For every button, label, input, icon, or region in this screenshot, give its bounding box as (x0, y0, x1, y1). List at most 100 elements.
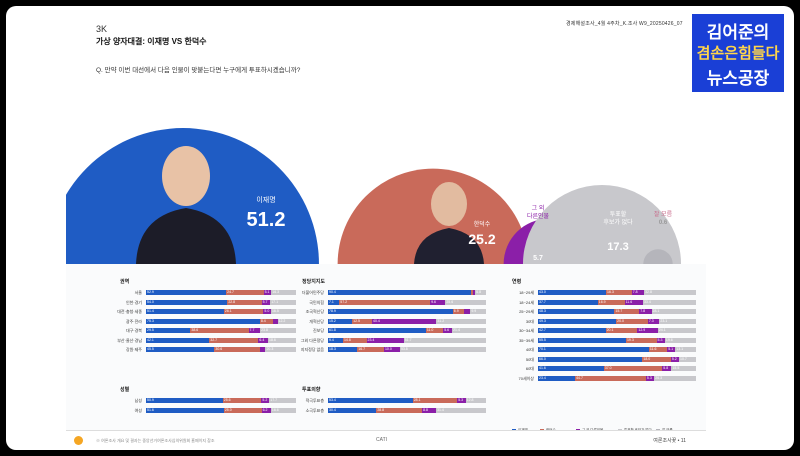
bubble-1 (337, 168, 529, 264)
bar-segment: 12.9 (637, 328, 658, 333)
row-label: 그외 다른정당 (300, 337, 324, 343)
bar-segment: 31.2 (436, 318, 486, 324)
bar-segment: 28.1 (651, 309, 696, 314)
bar-segment: 5.2 (670, 356, 680, 362)
bar-segment: 23.4 (366, 337, 404, 343)
bar-segment: 5.3 (656, 337, 665, 343)
row-label: 18~29세 (519, 290, 534, 295)
bubble-4 (643, 249, 673, 264)
bar-segment: 25.6 (222, 398, 262, 403)
row-label: 적극투표층 (305, 398, 324, 403)
bar-segment: 50.9 (146, 398, 223, 403)
bubble-name-1: 한덕수 (474, 221, 491, 228)
bar-segment: 15.5 (671, 366, 696, 371)
stacked-bar: 23.4 44.7 5.3 26.3 (538, 375, 696, 381)
row-label: 70세이상 (518, 375, 535, 381)
bar-segment (471, 290, 474, 295)
bar-segment: 7.3 (647, 318, 660, 324)
row-label: 남성 (134, 398, 142, 403)
bar-segment: 5.0 (263, 309, 271, 314)
bar-segment: 16.7 (357, 347, 384, 352)
bar-segment: 20.1 (605, 328, 638, 333)
bar-segment: 90.4 (328, 290, 472, 295)
bar-segment: 28.1 (412, 398, 458, 403)
bar-segment: 8.8 (422, 407, 437, 413)
screen-frame: 3K 가상 양자대결: 이재명 VS 한덕수 경제해설조사_4월 4주차_K.조… (6, 6, 794, 450)
stacked-bar: 52.9 24.7 5.1 16.3 (146, 290, 296, 295)
bar-segment: 11.6 (624, 299, 643, 305)
sun-logo-icon (74, 436, 83, 445)
row-label: 25~29세 (519, 309, 534, 314)
bar-segment: 6.9 (452, 309, 464, 314)
logo-line3: 뉴스공장 (706, 69, 770, 89)
bar-segment: 30.4 (328, 407, 377, 413)
bar-segment: 21.4 (452, 328, 486, 333)
bubble-name-2: 다른인물 (527, 212, 550, 220)
bubble-name-4: 잘 모름 (654, 210, 673, 218)
survey-question: Q. 만약 이번 대선에서 다음 인물이 맞붙는다면 누구에게 투표하시겠습니까… (96, 67, 301, 74)
row-label: 더불어민주당 (301, 290, 324, 295)
row-label: 인천·경기 (125, 299, 142, 305)
bar-segment: 10.7 (679, 356, 696, 362)
bar-segment: 17.1 (270, 299, 296, 305)
bar-segment: 42.1 (146, 337, 210, 343)
bar-segment: 5.7 (261, 299, 271, 305)
bar-segment: 23.1 (659, 318, 696, 324)
section-title-age: 연령 (512, 279, 522, 285)
bar-segment: 41.6 (538, 366, 604, 371)
bar-segment (473, 290, 476, 295)
bubble-3 (522, 184, 682, 264)
logo-caption: ARS 웹페이지 (713, 119, 763, 128)
bar-segment: 23.8 (260, 328, 296, 333)
bar-segment: 43.0 (538, 290, 606, 295)
section-title-region: 권역 (120, 279, 130, 285)
bar-segment: 49.3 (538, 318, 617, 324)
bar-segment: 15.2 (328, 318, 353, 324)
row-label: 국민의힘 (309, 299, 324, 305)
logo-phone: 1877-1907 (693, 98, 783, 114)
bar-segment: 12.5 (352, 318, 373, 324)
bubble-value-3: 17.3 (607, 241, 628, 253)
stacked-bar: 75.3 8.4 12.2 (146, 318, 296, 324)
bar-segment: 17.7 (269, 398, 296, 403)
row-label: 35~39세 (519, 337, 534, 343)
breakdown-section: 권역 서울 52.9 24.7 5.1 16.3 인천·경기 54.0 22.8 5.7 17.1 대… (66, 264, 706, 450)
bar-segment: 5.1 (667, 347, 676, 352)
row-label: 지지정당 없음 (300, 347, 324, 352)
bar-segment: 12.8 (465, 398, 486, 403)
bar-segment (463, 309, 471, 314)
bar-segment: 30.6 (214, 347, 261, 352)
stacked-bar: 41.6 37.0 5.8 15.5 (538, 366, 696, 371)
stacked-bar: 54.0 22.8 5.7 17.1 (146, 299, 296, 305)
bar-segment: 23.4 (538, 375, 576, 381)
lee-face-icon (162, 146, 210, 206)
bar-segment: 51.4 (146, 309, 224, 314)
bar-segment: 52.9 (146, 290, 227, 295)
footer-method: CATI (376, 437, 388, 443)
bubble-value-2: 5.7 (533, 255, 543, 262)
bar-segment: 18.0 (642, 356, 671, 362)
row-label: 대전·충청·세종 (117, 309, 142, 314)
section-title-vote: 투표의향 (302, 387, 321, 393)
bar-segment: 32.7 (209, 337, 259, 343)
bar-segment: 32.8 (644, 290, 696, 295)
stacked-bar: 30.4 28.8 8.8 31.4 (328, 407, 486, 413)
logo-box (692, 14, 784, 92)
bar-segment: 22.8 (227, 299, 262, 305)
bar-segment: 7.8 (631, 290, 645, 295)
lee-suit-icon (136, 208, 236, 264)
bar-segment: 9.4 (328, 337, 343, 343)
bar-segment: 13.1 (675, 347, 696, 352)
bar-segment: 7.8 (639, 309, 652, 314)
bar-segment: 24.1 (657, 328, 696, 333)
bar-segment: 38.6 (190, 328, 249, 333)
bar-segment: 26.1 (223, 309, 264, 314)
bar-segment: 5.1 (263, 290, 272, 295)
show-logo: 김어준의 겸손은힘들다 뉴스공장 1877-1907 ARS 웹페이지 (692, 14, 784, 134)
bar-segment: 6.8 (475, 290, 486, 295)
bar-segment: 16.3 (271, 290, 296, 295)
report-page: 3K 가상 양자대결: 이재명 VS 한덕수 경제해설조사_4월 4주차_K.조… (66, 6, 706, 450)
bar-segment: 61.8 (328, 328, 426, 333)
bar-segment: 51.7 (403, 337, 486, 343)
